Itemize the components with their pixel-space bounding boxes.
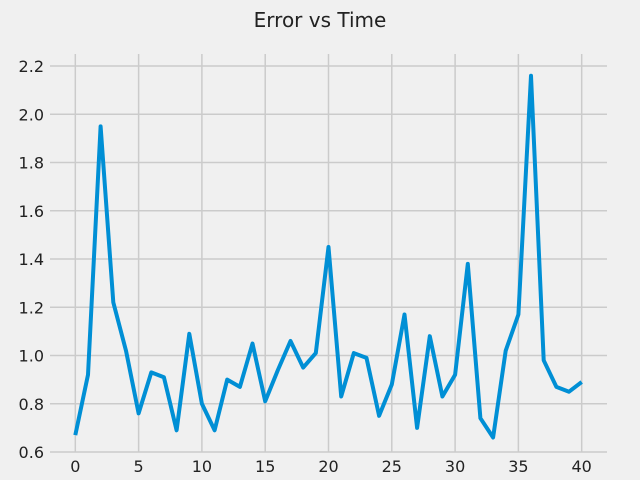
- x-axis: 0 5 10 15 20 25 30 35 40: [70, 457, 592, 476]
- chart-title: Error vs Time: [254, 8, 387, 32]
- y-axis: 0.6 0.8 1.0 1.2 1.4 1.6 1.8 2.0 2.2: [19, 57, 44, 462]
- y-tick-label: 1.0: [19, 347, 44, 366]
- x-tick-label: 20: [318, 457, 338, 476]
- x-tick-label: 30: [445, 457, 465, 476]
- y-tick-label: 0.6: [19, 443, 44, 462]
- y-tick-label: 1.2: [19, 298, 44, 317]
- y-tick-label: 0.8: [19, 395, 44, 414]
- y-tick-label: 1.6: [19, 202, 44, 221]
- series-layer: [73, 73, 583, 440]
- y-tick-label: 1.4: [19, 250, 44, 269]
- series-line: [73, 73, 583, 440]
- x-tick-label: 25: [382, 457, 402, 476]
- y-tick-label: 2.0: [19, 105, 44, 124]
- x-tick-label: 35: [508, 457, 528, 476]
- x-tick-label: 15: [255, 457, 275, 476]
- x-tick-label: 40: [572, 457, 592, 476]
- x-tick-label: 5: [134, 457, 144, 476]
- y-tick-label: 2.2: [19, 57, 44, 76]
- y-tick-label: 1.8: [19, 154, 44, 173]
- x-tick-label: 0: [70, 457, 80, 476]
- x-tick-label: 10: [192, 457, 212, 476]
